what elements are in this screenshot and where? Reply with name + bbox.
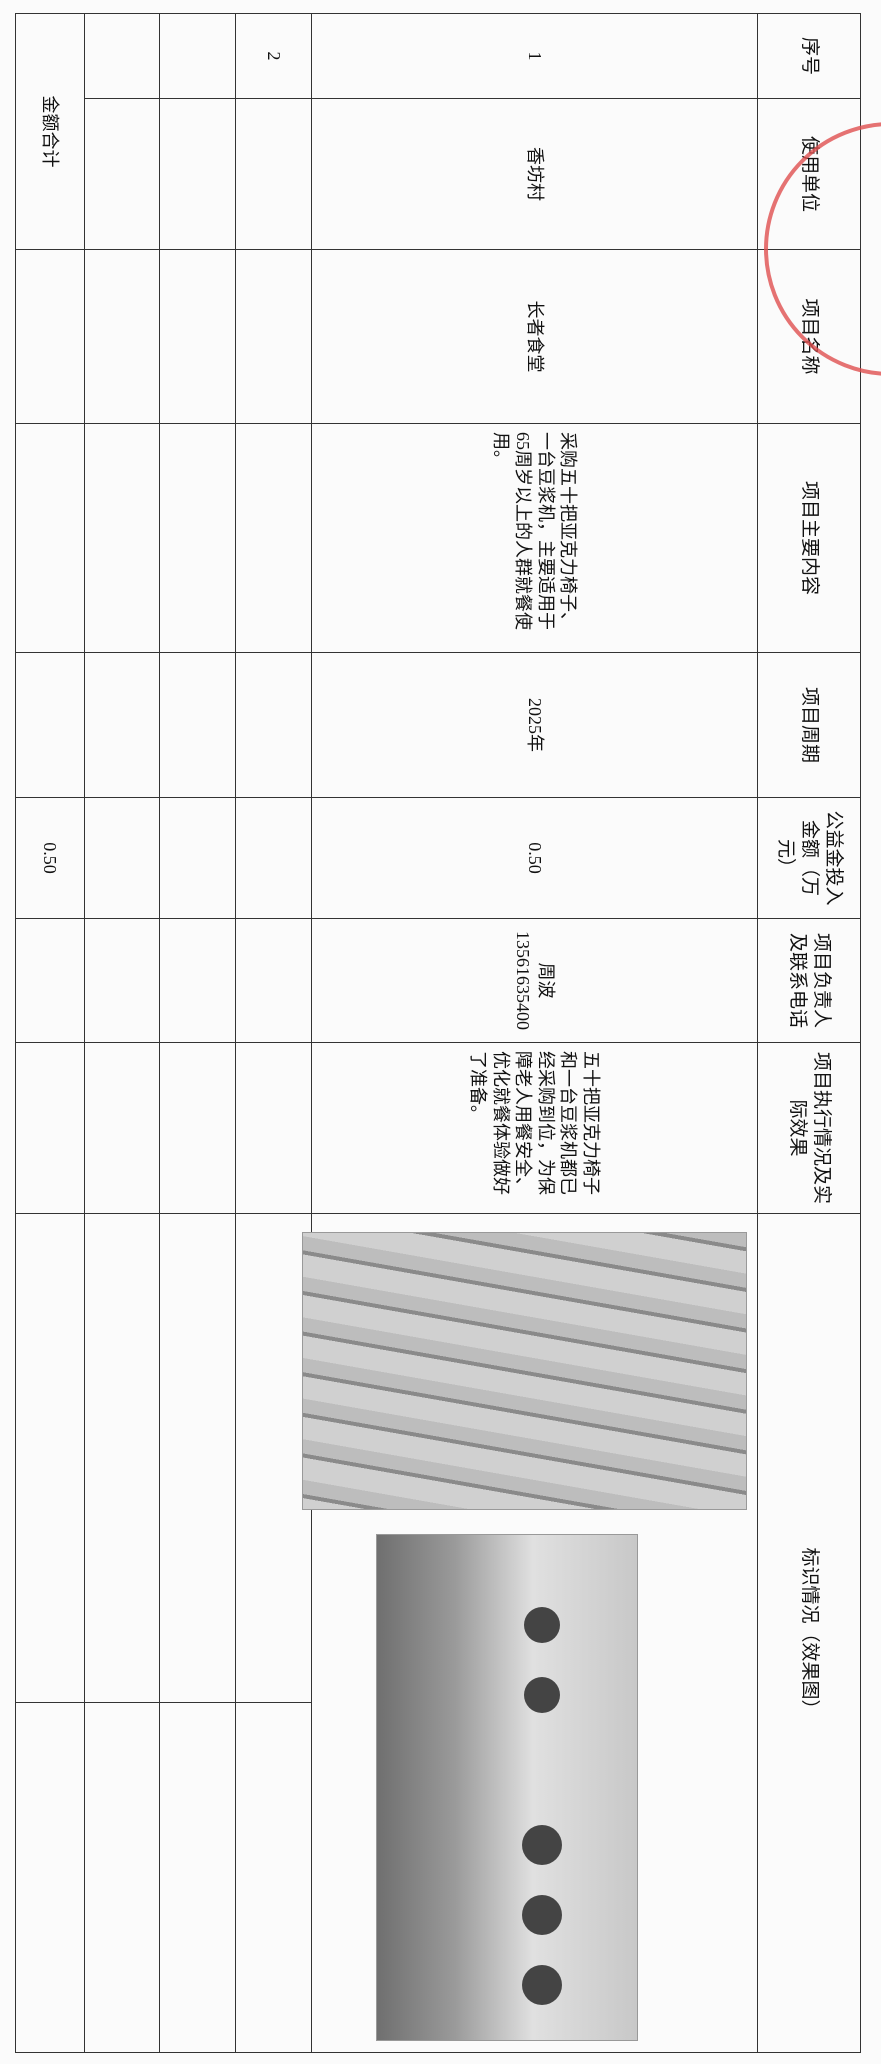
cell xyxy=(235,1702,312,2053)
decor xyxy=(524,1677,560,1713)
total-label: 金额合计 xyxy=(15,13,85,250)
cell: 2025年 xyxy=(311,652,758,798)
cell xyxy=(15,1702,85,2053)
cell xyxy=(15,1213,85,1703)
cell xyxy=(84,797,160,919)
cell xyxy=(159,13,236,99)
cell xyxy=(159,1213,236,1703)
total-amount: 0.50 xyxy=(15,797,85,919)
total-row: 金额合计 0.50 xyxy=(15,13,85,2053)
cell xyxy=(15,249,85,424)
cell xyxy=(159,1702,236,2053)
cell xyxy=(84,652,160,798)
cell: 2 xyxy=(235,13,312,99)
cell xyxy=(235,918,312,1043)
header-cell: 使用单位 xyxy=(757,98,861,250)
header-row: 序号 使用单位 项目名称 项目主要内容 项目周期 公益金投入金额（万元） 项目负责人及联系电… xyxy=(757,13,861,2053)
cell xyxy=(84,1702,160,2053)
header-cell: 项目主要内容 xyxy=(757,423,861,653)
cell xyxy=(15,918,85,1043)
cell xyxy=(159,797,236,919)
photo-chairs xyxy=(302,1232,747,1510)
header-cell: 项目名称 xyxy=(757,249,861,424)
decor xyxy=(522,1825,562,1865)
cell xyxy=(84,423,160,653)
cell-line: 周波 xyxy=(536,962,556,999)
decor xyxy=(522,1965,562,2005)
cell xyxy=(159,918,236,1043)
cell xyxy=(84,1213,160,1703)
blank-row xyxy=(84,13,160,2053)
data-row: 2 xyxy=(235,13,312,2053)
decor xyxy=(522,1895,562,1935)
cell: 采购五十把亚克力椅子、一台豆浆机，主要适用于65周岁以上的人群就餐使用。 xyxy=(311,423,758,653)
photo-decor xyxy=(522,1607,562,2005)
cell: 五十把亚克力椅子和一台豆浆机都已经采购到位，为保障老人用餐安全、优化就餐体验做好… xyxy=(311,1042,758,1214)
cell xyxy=(235,98,312,250)
photo-dining-wall xyxy=(376,1534,638,2041)
header-cell: 项目负责人及联系电话 xyxy=(757,918,861,1043)
cell xyxy=(15,1042,85,1214)
cell xyxy=(84,13,160,99)
cell xyxy=(235,1042,312,1214)
header-cell: 项目周期 xyxy=(757,652,861,798)
decor xyxy=(524,1607,560,1643)
blank-row xyxy=(159,13,236,2053)
cell xyxy=(84,98,160,250)
header-cell: 公益金投入金额（万元） xyxy=(757,797,861,919)
cell xyxy=(159,1042,236,1214)
cell xyxy=(15,423,85,653)
cell: 1 xyxy=(311,13,758,99)
cell xyxy=(84,1042,160,1214)
cell xyxy=(159,249,236,424)
cell xyxy=(159,423,236,653)
cell xyxy=(84,249,160,424)
cell: 长者食堂 xyxy=(311,249,758,424)
cell-line: 13561635400 xyxy=(513,931,534,1030)
header-cell: 序号 xyxy=(757,13,861,99)
header-cell: 标识情况（效果图） xyxy=(757,1213,861,2053)
cell xyxy=(159,652,236,798)
cell xyxy=(235,249,312,424)
cell xyxy=(235,652,312,798)
cell xyxy=(235,1213,312,1703)
cell: 0.50 xyxy=(311,797,758,919)
cell xyxy=(235,423,312,653)
cell xyxy=(84,918,160,1043)
cell: 周波 13561635400 xyxy=(311,918,758,1043)
header-cell: 项目执行情况及实际效果 xyxy=(757,1042,861,1214)
cell xyxy=(159,98,236,250)
cell xyxy=(235,797,312,919)
cell: 香坊村 xyxy=(311,98,758,250)
cell xyxy=(15,652,85,798)
